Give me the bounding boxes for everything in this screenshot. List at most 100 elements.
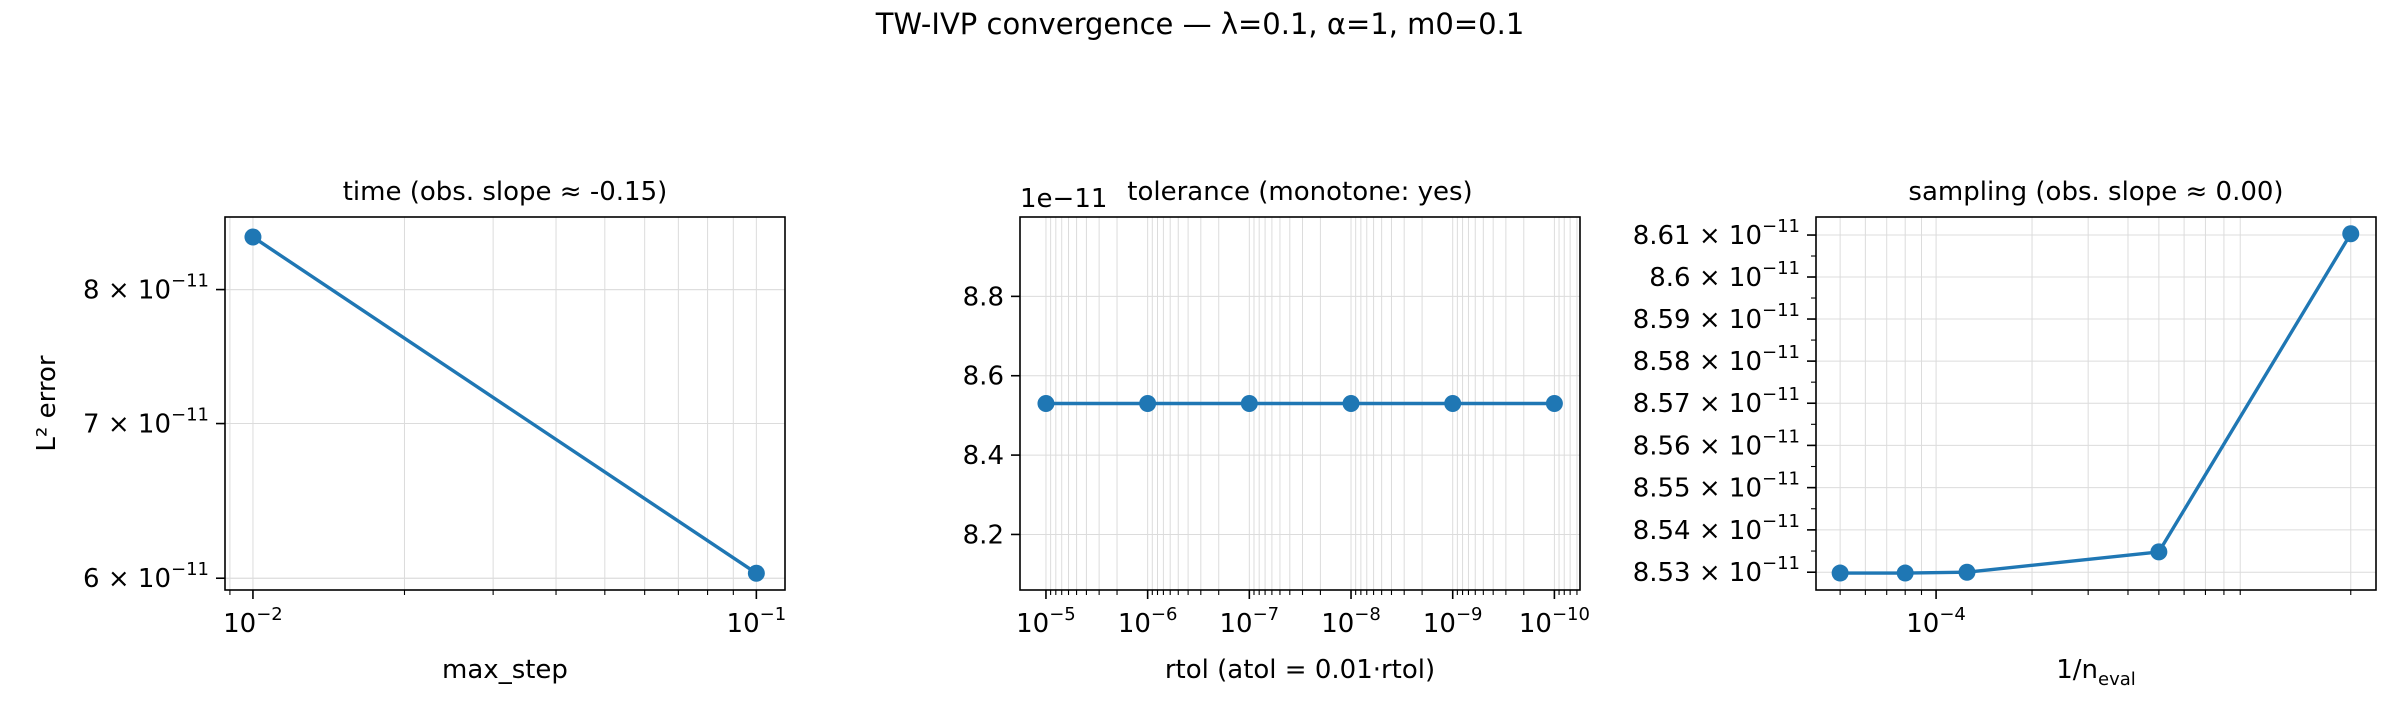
axes-frame [1019, 216, 1581, 591]
y-tick-label-exponent: −11 [1762, 553, 1800, 574]
data-point [747, 564, 765, 582]
data-point [1342, 395, 1360, 412]
y-tick-label-exponent: −11 [171, 405, 209, 426]
x-tick-label: 10−8 [1321, 604, 1381, 639]
y-tick-label-exponent: −11 [1762, 342, 1800, 363]
y-tick-label-exponent: −11 [1762, 384, 1800, 405]
y-tick-label: 8.55 × 10−11 [1633, 469, 1800, 504]
data-point [1545, 395, 1563, 412]
y-tick-label: 8.61 × 10−11 [1633, 216, 1800, 251]
panel-title: tolerance (monotone: yes) [1127, 177, 1472, 207]
y-tick-label: 8.58 × 10−11 [1633, 342, 1800, 377]
ticks [1807, 234, 2352, 599]
panel-title: time (obs. slope ≈ -0.15) [343, 177, 668, 207]
y-tick-label: 8.56 × 10−11 [1633, 426, 1800, 461]
y-tick-label-base: 8.54 × 10 [1633, 516, 1762, 546]
y-tick-label: 8 × 10−11 [83, 271, 209, 306]
ticks [1011, 295, 1578, 599]
x-tick-label-base: 10 [223, 609, 256, 639]
x-axis-label: 1/neval [2056, 655, 2136, 690]
x-tick-label-exponent: −6 [1151, 604, 1178, 625]
x-tick-label: 10−6 [1118, 604, 1178, 639]
x-axis-label-subscript: eval [2098, 669, 2136, 690]
x-tick-label-exponent: −9 [1456, 604, 1483, 625]
y-axis-label: L² error [32, 355, 62, 451]
x-tick-label-base: 10 [1321, 609, 1354, 639]
grid [225, 217, 785, 590]
x-tick-label: 10−1 [727, 604, 787, 639]
x-tick-label-base: 10 [1423, 609, 1456, 639]
x-axis-label: max_step [442, 655, 568, 685]
x-axis-label: rtol (atol = 0.01·rtol) [1165, 655, 1435, 685]
data-point [1444, 395, 1462, 412]
x-tick-label-base: 10 [1220, 609, 1253, 639]
x-tick-label-base: 10 [1906, 609, 1939, 639]
x-tick-label: 10−7 [1220, 604, 1280, 639]
ticks [216, 288, 758, 599]
grid [1816, 217, 2376, 590]
y-tick-label: 8.57 × 10−11 [1633, 384, 1800, 419]
y-tick-label-base: 8.58 × 10 [1633, 347, 1762, 377]
data-point [2150, 543, 2168, 561]
y-tick-label: 8.8 [963, 282, 1004, 312]
y-tick-label-exponent: −11 [171, 559, 209, 580]
y-tick-label-exponent: −11 [1762, 511, 1800, 532]
y-tick-label-exponent: −11 [1762, 216, 1800, 237]
x-tick-label-exponent: −4 [1939, 604, 1966, 625]
x-tick-label-base: 10 [1016, 609, 1049, 639]
data-point [1139, 395, 1157, 412]
data-point [1240, 395, 1258, 412]
x-tick-label-base: 10 [1118, 609, 1151, 639]
y-tick-label: 8.53 × 10−11 [1633, 553, 1800, 588]
y-tick-label: 8.54 × 10−11 [1633, 511, 1800, 546]
y-tick-label: 8.4 [963, 441, 1004, 471]
y-tick-label-base: 8.55 × 10 [1633, 474, 1762, 504]
axes-frame [224, 216, 786, 591]
y-tick-label-base: 8.59 × 10 [1633, 305, 1762, 335]
y-tick-label-base: 8.53 × 10 [1633, 558, 1762, 588]
y-tick-label-base: 8.6 × 10 [1649, 263, 1762, 293]
x-tick-label: 10−9 [1423, 604, 1483, 639]
y-tick-label-base: 8 × 10 [83, 276, 171, 306]
panel-title: sampling (obs. slope ≈ 0.00) [1908, 177, 2283, 207]
y-tick-label: 7 × 10−11 [83, 405, 209, 440]
x-tick-label-exponent: −8 [1354, 604, 1381, 625]
y-tick-label: 8.6 [963, 362, 1004, 392]
data-point [1831, 564, 1849, 582]
data-point [2342, 225, 2360, 243]
x-tick-label: 10−10 [1519, 604, 1590, 639]
x-tick-label: 10−4 [1906, 604, 1966, 639]
chart-panels: 10−2 10−16 × 10−117 × 10−118 × 10−11time … [32, 177, 2377, 690]
data-point [1037, 395, 1055, 412]
y-tick-label: 8.6 × 10−11 [1649, 258, 1800, 293]
chart-panel-1: 10−2 10−16 × 10−117 × 10−118 × 10−11time … [32, 177, 786, 685]
chart-panel-2: 10−5 10−6 10−7 10−8 10−9 10−108.28.48.68.8tol… [963, 177, 1590, 685]
x-axis-label-main: 1/n [2056, 655, 2098, 685]
x-tick-label-exponent: −10 [1552, 604, 1590, 625]
x-tick-label-base: 10 [727, 609, 760, 639]
y-tick-label-base: 7 × 10 [83, 410, 171, 440]
y-tick-label-exponent: −11 [1762, 426, 1800, 447]
data-point [244, 228, 262, 246]
y-tick-label-exponent: −11 [1762, 469, 1800, 490]
x-tick-label: 10−5 [1016, 604, 1076, 639]
y-offset-text: 1e−11 [1020, 184, 1107, 214]
x-tick-label-base: 10 [1519, 609, 1552, 639]
y-tick-label-base: 8.57 × 10 [1633, 389, 1762, 419]
y-tick-label-exponent: −11 [1762, 300, 1800, 321]
x-tick-label: 10−2 [223, 604, 283, 639]
y-tick-label-base: 6 × 10 [83, 564, 171, 594]
y-tick-label-exponent: −11 [1762, 258, 1800, 279]
data-point [1958, 563, 1976, 581]
data-point [1896, 564, 1914, 582]
x-tick-label-exponent: −5 [1049, 604, 1076, 625]
x-tick-label-exponent: −2 [256, 604, 283, 625]
y-tick-label-exponent: −11 [171, 271, 209, 292]
y-tick-label-base: 8.56 × 10 [1633, 431, 1762, 461]
chart-panel-3: 10−48.53 × 10−118.54 × 10−118.55 × 10−11… [1633, 177, 2377, 690]
axes-frame [1815, 216, 2377, 591]
y-tick-label: 6 × 10−11 [83, 559, 209, 594]
x-tick-label-exponent: −7 [1253, 604, 1280, 625]
y-tick-label: 8.2 [963, 520, 1004, 550]
